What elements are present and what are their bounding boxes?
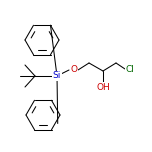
Text: O: O <box>71 66 78 74</box>
Text: Cl: Cl <box>126 64 134 74</box>
Text: Si: Si <box>53 71 61 81</box>
Text: OH: OH <box>96 83 110 92</box>
